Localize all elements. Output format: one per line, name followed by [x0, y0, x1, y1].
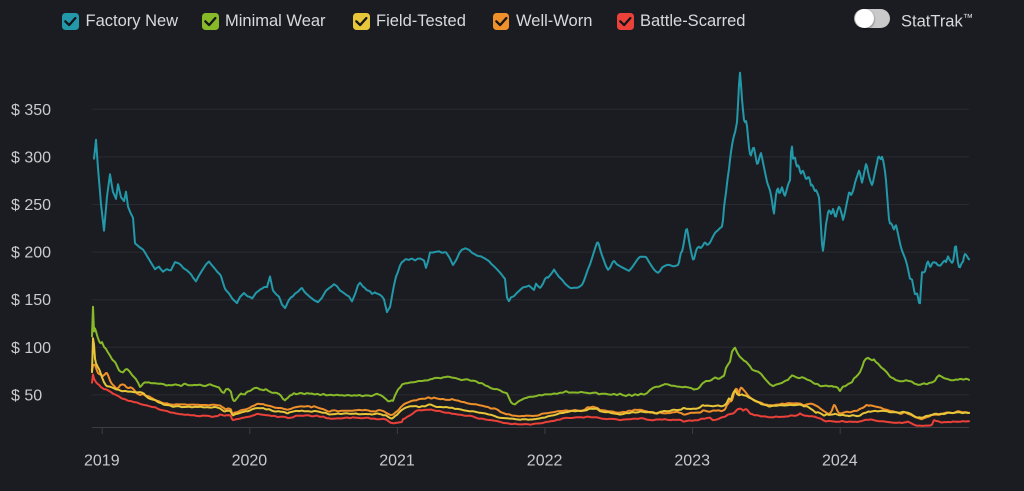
svg-text:2022: 2022 — [527, 453, 563, 470]
svg-text:$ 200: $ 200 — [11, 245, 51, 262]
svg-text:$ 50: $ 50 — [11, 387, 42, 404]
svg-text:2019: 2019 — [84, 453, 120, 470]
svg-text:$ 300: $ 300 — [11, 149, 51, 166]
svg-text:$ 350: $ 350 — [11, 102, 51, 119]
svg-text:2023: 2023 — [674, 453, 710, 470]
svg-text:2024: 2024 — [822, 453, 858, 470]
svg-text:2021: 2021 — [379, 453, 415, 470]
svg-text:$ 150: $ 150 — [11, 292, 51, 309]
svg-text:$ 250: $ 250 — [11, 197, 51, 214]
svg-text:2020: 2020 — [232, 453, 268, 470]
svg-text:$ 100: $ 100 — [11, 340, 51, 357]
